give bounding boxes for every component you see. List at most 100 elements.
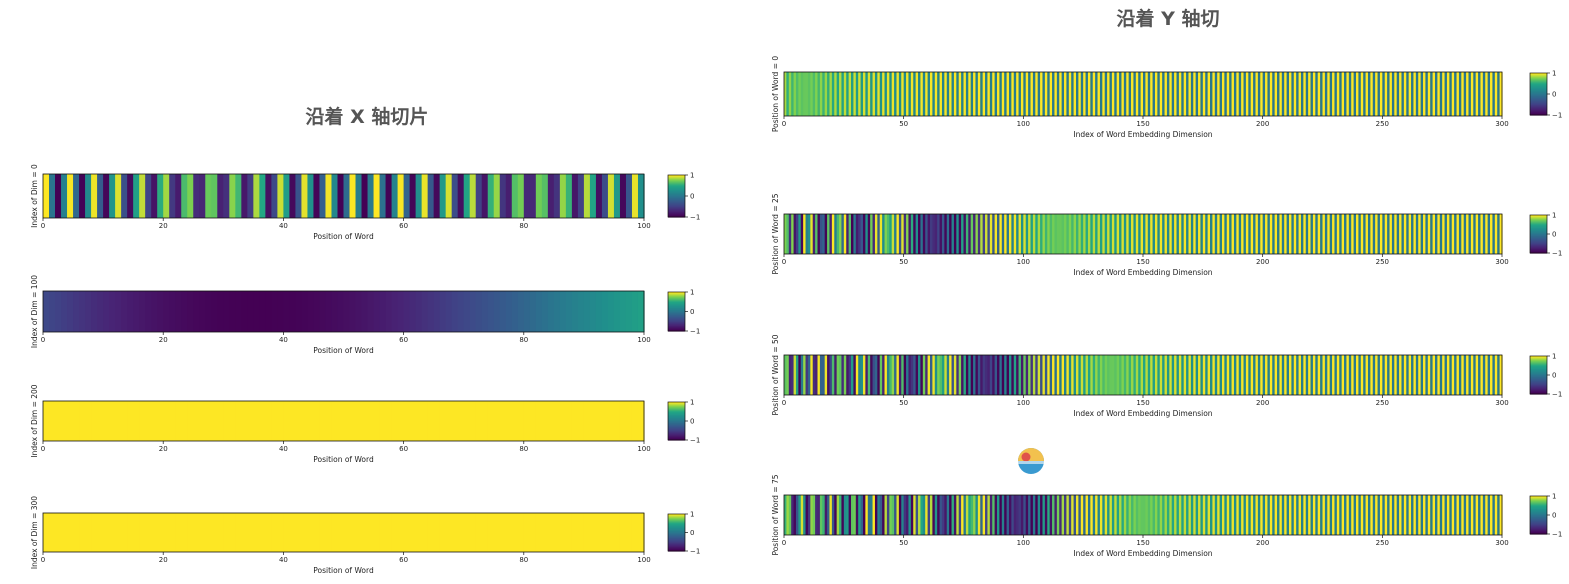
colorbar-step	[668, 541, 685, 544]
heatmap-cell	[1420, 495, 1424, 535]
heatmap-cell	[1131, 355, 1135, 395]
heatmap-cell	[1090, 355, 1094, 395]
heatmap-cell	[295, 174, 303, 218]
heatmap-cell	[985, 214, 989, 254]
heatmap-cell	[1080, 355, 1084, 395]
heatmap-cell	[1250, 495, 1254, 535]
heatmap-cell	[872, 72, 876, 116]
plot-frame	[42, 290, 645, 333]
heatmap-cell	[803, 495, 807, 535]
colorbar-step	[1530, 217, 1547, 220]
heatmap-cell	[1104, 72, 1108, 116]
heatmap-cell	[1123, 355, 1127, 395]
heatmap-cell	[1341, 214, 1345, 254]
heatmap-cell	[1195, 214, 1199, 254]
heatmap-cell	[1114, 214, 1118, 254]
heatmap-cell	[946, 72, 950, 116]
heatmap-cell	[884, 214, 888, 254]
heatmap-cell	[1269, 355, 1273, 395]
heatmap-cell	[1109, 214, 1113, 254]
colorbar-step	[1530, 100, 1547, 102]
colorbar-step	[668, 520, 685, 522]
heatmap-cell	[1485, 495, 1489, 535]
heatmap-cell	[910, 495, 914, 535]
heatmap-cell	[199, 174, 206, 218]
colorbar-step	[1530, 373, 1547, 375]
heatmap-cell	[259, 174, 266, 218]
heatmap-cell	[1341, 72, 1345, 116]
heatmap-cell	[839, 495, 843, 535]
heatmap-cell	[1188, 355, 1192, 395]
colorbar-step	[1530, 497, 1547, 500]
heatmap-cell	[1406, 72, 1410, 116]
heatmap-cell	[103, 401, 110, 441]
heatmap-cell	[1152, 495, 1156, 535]
heatmap-cell	[1016, 214, 1020, 254]
colorbar-step	[668, 528, 685, 531]
heatmap-cell	[1286, 214, 1290, 254]
heatmap-cell	[577, 513, 585, 552]
heatmap-cell	[1056, 355, 1060, 395]
heatmap-cell	[1016, 355, 1020, 395]
colorbar-step	[668, 191, 685, 194]
colorbar-step	[1530, 234, 1547, 236]
heatmap-cell	[1298, 214, 1302, 254]
heatmap-cell	[505, 174, 513, 218]
heatmap-cell	[1320, 72, 1324, 116]
heatmap-cell	[1401, 495, 1405, 535]
heatmap-cell	[1451, 355, 1455, 395]
heatmap-cell	[1040, 355, 1044, 395]
heatmap-cell	[1087, 72, 1091, 116]
heatmap-cell	[982, 355, 986, 395]
heatmap-cell	[1403, 214, 1407, 254]
heatmap-cell	[1119, 495, 1123, 535]
colorbar-tick-label: 1	[690, 172, 694, 180]
heatmap-cell	[367, 174, 375, 218]
heatmap-cell	[1044, 214, 1048, 254]
heatmap-cell	[896, 72, 900, 116]
colorbar-step	[668, 529, 685, 532]
heatmap-cell	[1229, 214, 1233, 254]
heatmap-cell	[415, 401, 423, 441]
heatmap-cell	[1408, 214, 1412, 254]
heatmap-cell	[1291, 214, 1295, 254]
heatmap-cell	[595, 401, 603, 441]
heatmap-cell	[1193, 495, 1197, 535]
heatmap-cell	[846, 495, 850, 535]
heatmap-cell	[1312, 355, 1316, 395]
heatmap-cell	[918, 355, 922, 395]
heatmap-cell	[1018, 72, 1022, 116]
heatmap-cell	[858, 72, 862, 116]
heatmap-cell	[1286, 495, 1290, 535]
heatmap-cell	[349, 291, 357, 332]
heatmap-cell	[1257, 495, 1261, 535]
colorbar-step	[1530, 104, 1547, 107]
colorbar-step	[668, 432, 685, 434]
heatmap-cell	[1272, 355, 1276, 395]
heatmap-cell	[379, 174, 387, 218]
heatmap-cell	[1286, 72, 1290, 116]
heatmap-cell	[595, 174, 603, 218]
heatmap-cell	[1233, 214, 1237, 254]
colorbar-step	[668, 544, 685, 547]
heatmap-cell	[1013, 495, 1017, 535]
heatmap-cell	[1463, 214, 1467, 254]
colorbar-step	[668, 299, 685, 302]
heatmap-cell	[1126, 355, 1130, 395]
heatmap-cell	[547, 401, 555, 441]
heatmap-cell	[1387, 214, 1391, 254]
heatmap-cell	[1482, 72, 1486, 116]
heatmap-cell	[793, 72, 797, 116]
heatmap-cell	[1332, 72, 1336, 116]
heatmap-cell	[1403, 355, 1407, 395]
heatmap-cell	[67, 513, 74, 552]
heatmap-cell	[433, 174, 441, 218]
heatmap-cell	[989, 214, 993, 254]
heatmap-cell	[975, 495, 979, 535]
heatmap-cell	[1128, 214, 1132, 254]
heatmap-cell	[896, 495, 900, 535]
heatmap-cell	[1171, 495, 1175, 535]
heatmap-cell	[1176, 72, 1180, 116]
heatmap-cell	[1140, 72, 1144, 116]
heatmap-cell	[1169, 72, 1173, 116]
